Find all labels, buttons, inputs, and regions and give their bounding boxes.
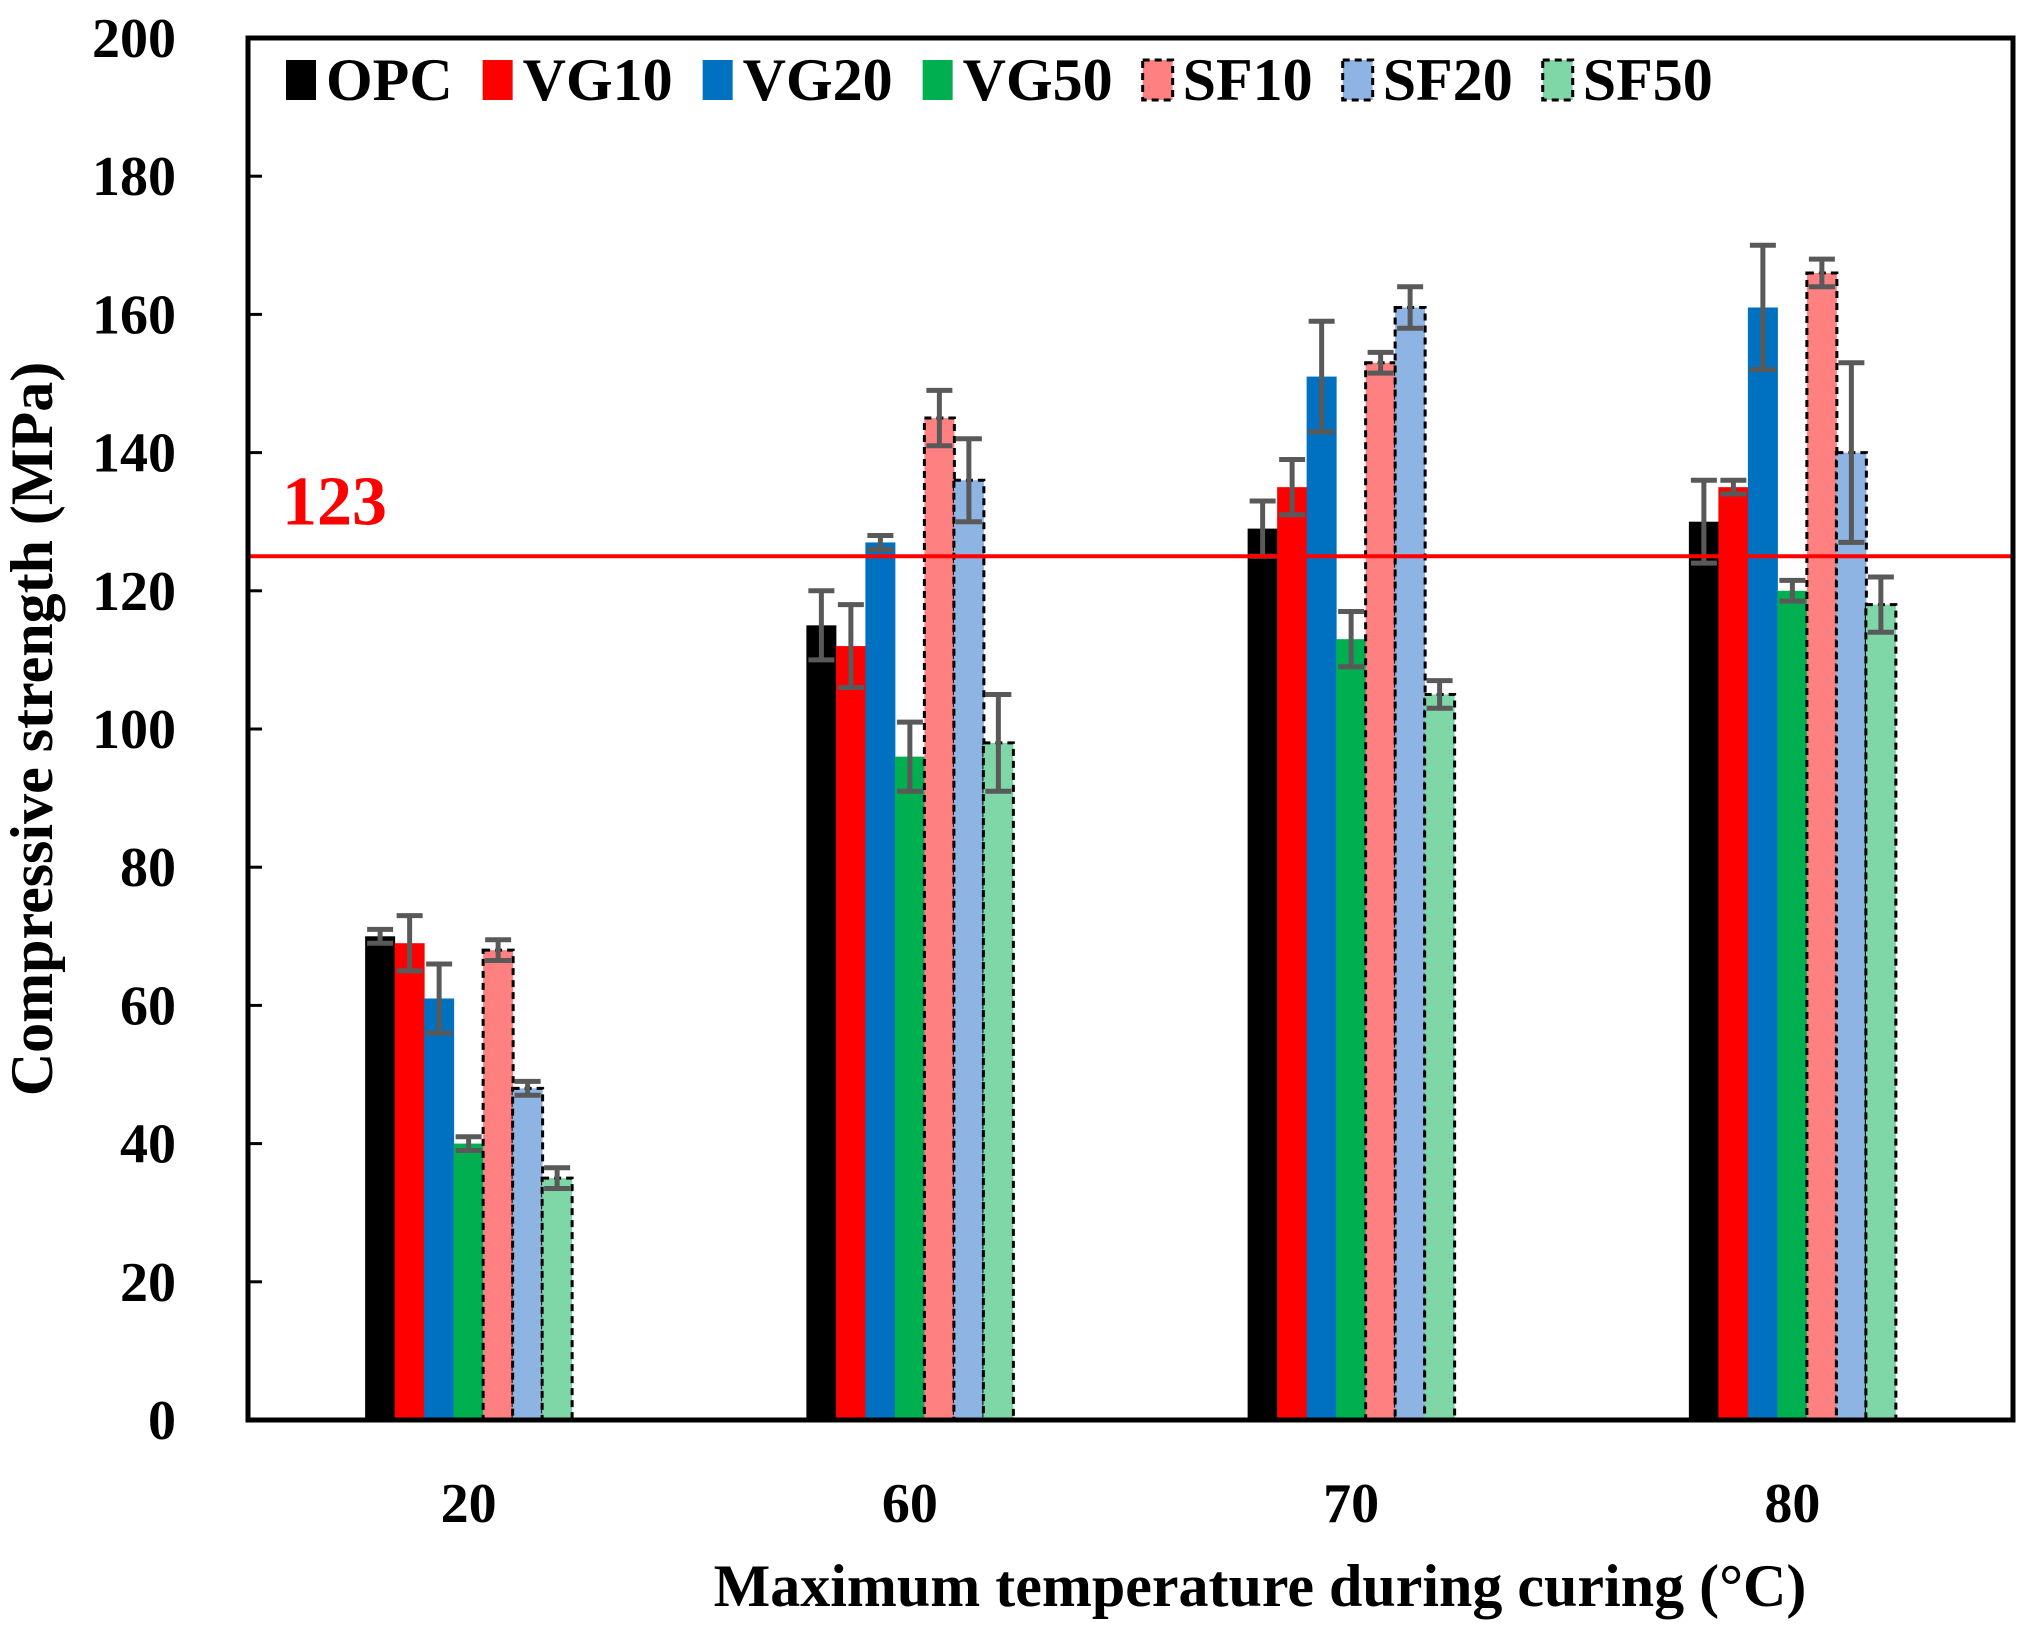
legend-item-sf10: SF10 [1141,47,1313,113]
bar-opc-60 [806,625,837,1420]
error-bar-vg50-20 [455,1134,482,1154]
error-bar-sf50-60 [985,691,1012,794]
y-tick-label: 0 [148,1390,176,1452]
error-bar-sf20-60 [955,436,982,525]
error-bar-sf20-20 [514,1078,541,1098]
bar-vg10-70 [1277,487,1308,1420]
legend-item-opc: OPC [286,47,453,113]
legend-label: SF10 [1183,47,1313,113]
x-tick-label: 80 [1764,1473,1820,1535]
error-bar-sf20-80 [1838,360,1865,545]
error-bar-vg20-20 [426,961,453,1036]
bar-vg50-70 [1336,639,1367,1420]
reference-line-label: 123 [282,463,387,540]
bar-vg10-60 [835,646,866,1420]
bar-opc-20 [365,936,396,1420]
bar-opc-70 [1247,528,1278,1420]
error-bar-sf50-70 [1426,678,1453,711]
bar-sf20-70 [1393,305,1427,1422]
legend-item-vg50: VG50 [922,47,1113,113]
error-bar-vg10-70 [1279,457,1306,518]
error-bar-sf50-80 [1867,574,1894,635]
error-bar-sf10-80 [1808,256,1835,290]
bar-sf50-60 [981,741,1015,1422]
y-tick-label: 140 [92,423,176,485]
y-tick-label: 100 [92,699,176,761]
x-tick-label: 70 [1323,1473,1379,1535]
error-bar-vg20-70 [1308,318,1335,435]
bar-opc-80 [1688,521,1719,1420]
bar-sf10-80 [1805,271,1839,1422]
legend-label: VG50 [963,47,1113,113]
bar-sf10-60 [922,416,956,1422]
x-tick-label: 60 [882,1473,938,1535]
error-bar-opc-20 [367,926,394,946]
bar-vg50-60 [894,756,925,1420]
y-tick-label: 200 [92,8,176,70]
bar-vg10-80 [1718,487,1749,1420]
x-axis-title: Maximum temperature during curing (°C) [714,1553,1807,1619]
bar-vg20-80 [1747,307,1778,1420]
bar-sf50-80 [1864,603,1898,1422]
error-bar-vg50-70 [1338,609,1365,670]
bar-vg20-60 [865,542,896,1420]
error-bar-sf10-60 [926,387,953,449]
bar-vg20-70 [1306,376,1337,1421]
legend-item-sf50: SF50 [1541,47,1713,113]
error-bar-vg50-60 [896,719,923,794]
legend-swatch [1141,58,1175,102]
error-bar-sf10-70 [1367,349,1394,376]
error-bar-sf20-70 [1397,284,1424,331]
legend: OPC VG10 VG20 VG50 SF10 SF20 SF50 [286,47,1713,113]
y-axis-title: Compressive strength (MPa) [0,362,65,1096]
legend-swatch [922,60,953,100]
legend-label: SF20 [1383,47,1513,113]
bar-sf20-60 [952,478,986,1422]
y-tick-label: 40 [120,1114,176,1176]
x-axis-ticks: 20 60 70 80 [441,1473,1821,1535]
legend-label: VG20 [743,47,893,113]
bar-sf20-80 [1834,451,1868,1422]
y-axis-ticks: 0 20 40 60 80 100 120 140 160 180 200 [92,8,262,1452]
legend-item-sf20: SF20 [1341,47,1513,113]
error-bar-vg20-60 [867,533,894,552]
bar-sf10-70 [1364,361,1398,1422]
error-bar-sf10-20 [485,937,512,963]
legend-item-vg10: VG10 [482,47,673,113]
bar-vg50-20 [453,1143,484,1420]
error-bar-vg10-60 [837,602,864,691]
error-bar-vg50-80 [1779,577,1806,604]
bar-vg20-20 [424,998,455,1420]
error-bar-vg10-80 [1720,477,1747,497]
bar-sf20-20 [511,1086,545,1422]
legend-swatch [1341,58,1375,102]
error-bar-opc-60 [808,588,835,663]
y-tick-label: 160 [92,284,176,346]
bar-sf50-70 [1423,692,1457,1422]
error-bar-vg10-20 [396,913,423,974]
y-tick-label: 80 [120,837,176,899]
error-bar-sf50-20 [544,1165,571,1192]
bar-sf50-20 [540,1176,574,1422]
y-tick-label: 60 [120,975,176,1037]
legend-item-vg20: VG20 [702,47,893,113]
error-bars-layer [367,242,1894,1192]
legend-swatch [482,60,513,100]
bar-sf10-20 [481,948,515,1422]
bar-vg10-20 [394,943,425,1420]
legend-swatch [702,60,733,100]
legend-label: OPC [326,47,453,113]
bar-vg50-80 [1777,590,1808,1420]
y-tick-label: 20 [120,1252,176,1314]
x-tick-label: 20 [441,1473,497,1535]
y-tick-label: 180 [92,146,176,208]
legend-swatch [1541,58,1575,102]
legend-swatch [286,60,316,100]
error-bar-vg20-80 [1749,242,1776,373]
legend-label: VG10 [523,47,673,113]
y-tick-label: 120 [92,561,176,623]
error-bar-opc-80 [1690,477,1717,566]
legend-label: SF50 [1583,47,1713,113]
